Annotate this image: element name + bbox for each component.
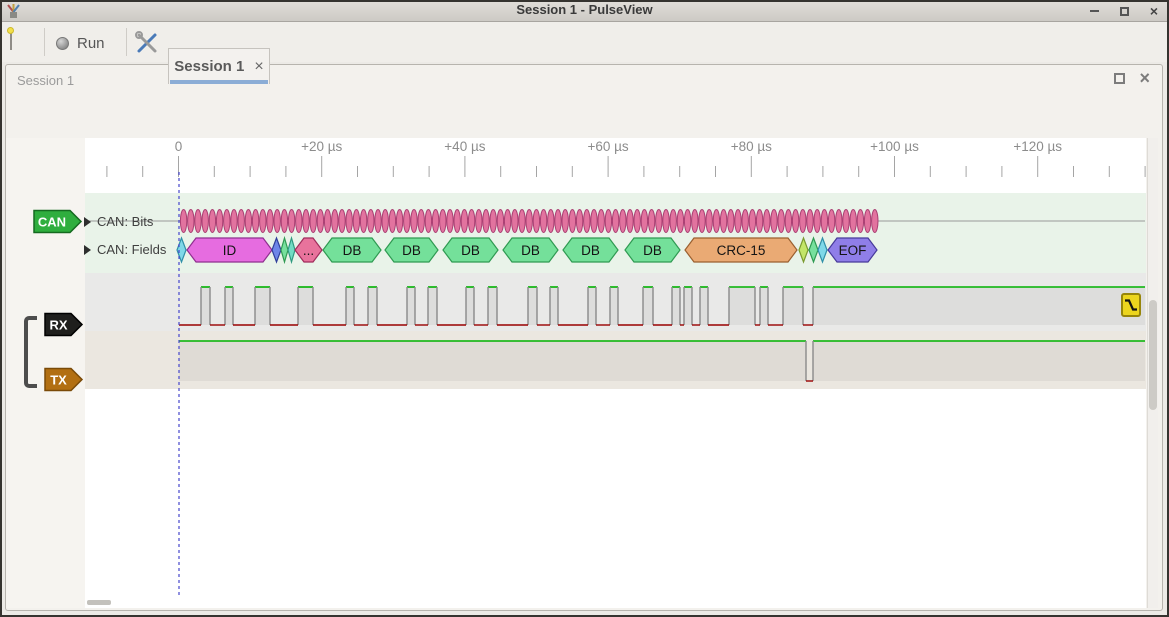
falling-edge-trigger-icon	[1125, 299, 1137, 311]
expand-arrow-icon[interactable]	[84, 216, 91, 227]
run-icon	[56, 36, 69, 50]
vertical-scrollbar-handle[interactable]	[1148, 300, 1157, 410]
svg-text:CAN: CAN	[38, 215, 66, 230]
row-can-fields-label: CAN: Fields	[97, 242, 167, 257]
row-can-bits-label: CAN: Bits	[97, 214, 154, 229]
wrench-screwdriver-icon	[135, 31, 157, 53]
new-view-button[interactable]	[7, 27, 34, 54]
row-can-bits[interactable]: CAN: Bits	[84, 214, 153, 229]
channel-group-bracket	[24, 316, 37, 388]
can-tag[interactable]: CAN	[33, 209, 83, 234]
minimize-icon[interactable]	[1087, 4, 1101, 18]
tab-active-indicator	[170, 80, 268, 84]
svg-text:RX: RX	[49, 318, 67, 333]
svg-text:TX: TX	[50, 373, 67, 388]
tab-session-1[interactable]: Session 1 ×	[168, 48, 270, 84]
close-icon[interactable]: ×	[1149, 3, 1159, 19]
main-toolbar: Run Session 1 ×	[0, 22, 1169, 84]
trace-view-canvas[interactable]	[85, 138, 1146, 608]
rx-tag[interactable]: RX	[44, 312, 84, 337]
subwindow-controls: ×	[1114, 68, 1150, 88]
window-title: Session 1 - PulseView	[516, 2, 653, 17]
run-label: Run	[77, 34, 105, 52]
subwindow-maximize-icon[interactable]	[1114, 72, 1126, 84]
tab-close-icon[interactable]: ×	[254, 57, 264, 75]
maximize-icon[interactable]	[1117, 4, 1131, 18]
settings-button[interactable]	[134, 30, 160, 56]
new-view-icon	[7, 27, 14, 50]
horizontal-scrollbar-handle[interactable]	[87, 600, 111, 605]
trigger-marker[interactable]	[1121, 293, 1141, 317]
window-controls: ×	[1087, 0, 1161, 22]
subwindow-close-icon[interactable]: ×	[1139, 68, 1150, 88]
expand-arrow-icon[interactable]	[84, 244, 91, 255]
tab-label: Session 1	[174, 58, 245, 75]
titlebar: Session 1 - PulseView ×	[0, 0, 1169, 22]
toolbar-separator	[44, 28, 45, 56]
tx-tag[interactable]: TX	[44, 367, 84, 392]
app-icon	[6, 3, 21, 24]
subwindow-title: Session 1	[17, 73, 75, 88]
run-button[interactable]: Run	[56, 30, 105, 56]
row-can-fields[interactable]: CAN: Fields	[84, 242, 166, 257]
toolbar-separator	[126, 28, 127, 56]
